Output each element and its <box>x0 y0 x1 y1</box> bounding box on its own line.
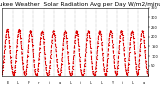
Text: L: L <box>69 81 71 85</box>
Text: L: L <box>132 81 134 85</box>
Text: i: i <box>122 81 123 85</box>
Text: i: i <box>49 81 50 85</box>
Text: r: r <box>38 81 40 85</box>
Text: i: i <box>80 81 81 85</box>
Text: F: F <box>27 81 29 85</box>
Text: E: E <box>6 81 8 85</box>
Text: L: L <box>17 81 19 85</box>
Text: a: a <box>59 81 61 85</box>
Title: Milwaukee Weather  Solar Radiation Avg per Day W/m2/minute: Milwaukee Weather Solar Radiation Avg pe… <box>0 2 160 7</box>
Text: Y: Y <box>111 81 113 85</box>
Text: L: L <box>100 81 103 85</box>
Text: a: a <box>142 81 144 85</box>
Text: L: L <box>90 81 92 85</box>
